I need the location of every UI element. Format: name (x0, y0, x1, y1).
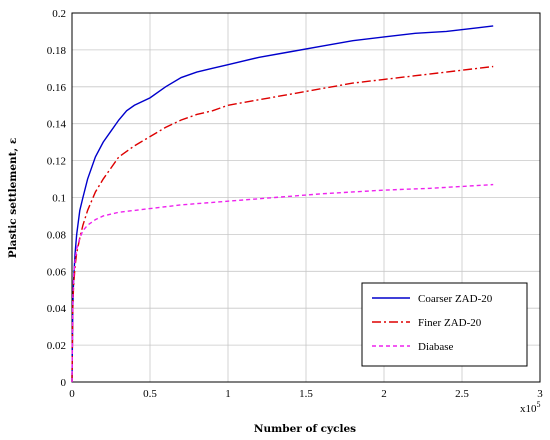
legend-label-finer-zad-20: Finer ZAD-20 (418, 317, 482, 329)
x-tick-label: 0.5 (143, 388, 157, 400)
plot-frame (71, 12, 541, 383)
y-tick-label: 0.18 (47, 45, 67, 57)
x-multiplier-label: x105 (520, 400, 541, 415)
grid (72, 13, 540, 382)
x-tick-label: 2 (381, 388, 387, 400)
series-line-coarser-zad-20 (71, 25, 494, 383)
x-tick-label: 1 (225, 388, 231, 400)
y-tick-label: 0.02 (47, 340, 66, 352)
y-tick-label: 0.04 (47, 303, 67, 315)
legend-label-diabase: Diabase (418, 341, 454, 353)
y-tick-label: 0.06 (47, 266, 67, 278)
x-tick-label: 2.5 (455, 388, 469, 400)
series-line-finer-zad-20 (71, 65, 494, 383)
x-tick-label: 1.5 (299, 388, 313, 400)
legend: Coarser ZAD-20 Finer ZAD-20 Diabase (361, 282, 528, 367)
y-tick-label: 0.14 (47, 119, 67, 131)
y-tick-label: 0.2 (52, 8, 66, 20)
legend-label-coarser-zad-20: Coarser ZAD-20 (418, 293, 493, 305)
y-tick-label: 0 (61, 377, 67, 389)
y-tick-label: 0.16 (47, 82, 67, 94)
legend-box (361, 282, 528, 367)
y-tick-label: 0.12 (47, 156, 66, 168)
x-tick-label: 3 (537, 388, 543, 400)
y-tick-label: 0.1 (52, 193, 66, 205)
series-layer (71, 25, 494, 383)
ticks: 0 0.5 1 1.5 2 2.5 3 0 0.02 0.04 0.06 0.08 0.1 0.12 0.1… (47, 8, 544, 400)
x-multiplier-exponent: 5 (537, 400, 541, 409)
y-axis-label: Plastic settlement, ε (7, 138, 19, 258)
x-multiplier-base: x10 (520, 403, 537, 415)
y-tick-label: 0.08 (47, 229, 67, 241)
x-tick-label: 0 (69, 388, 75, 400)
x-axis-label: Number of cycles (254, 423, 356, 435)
